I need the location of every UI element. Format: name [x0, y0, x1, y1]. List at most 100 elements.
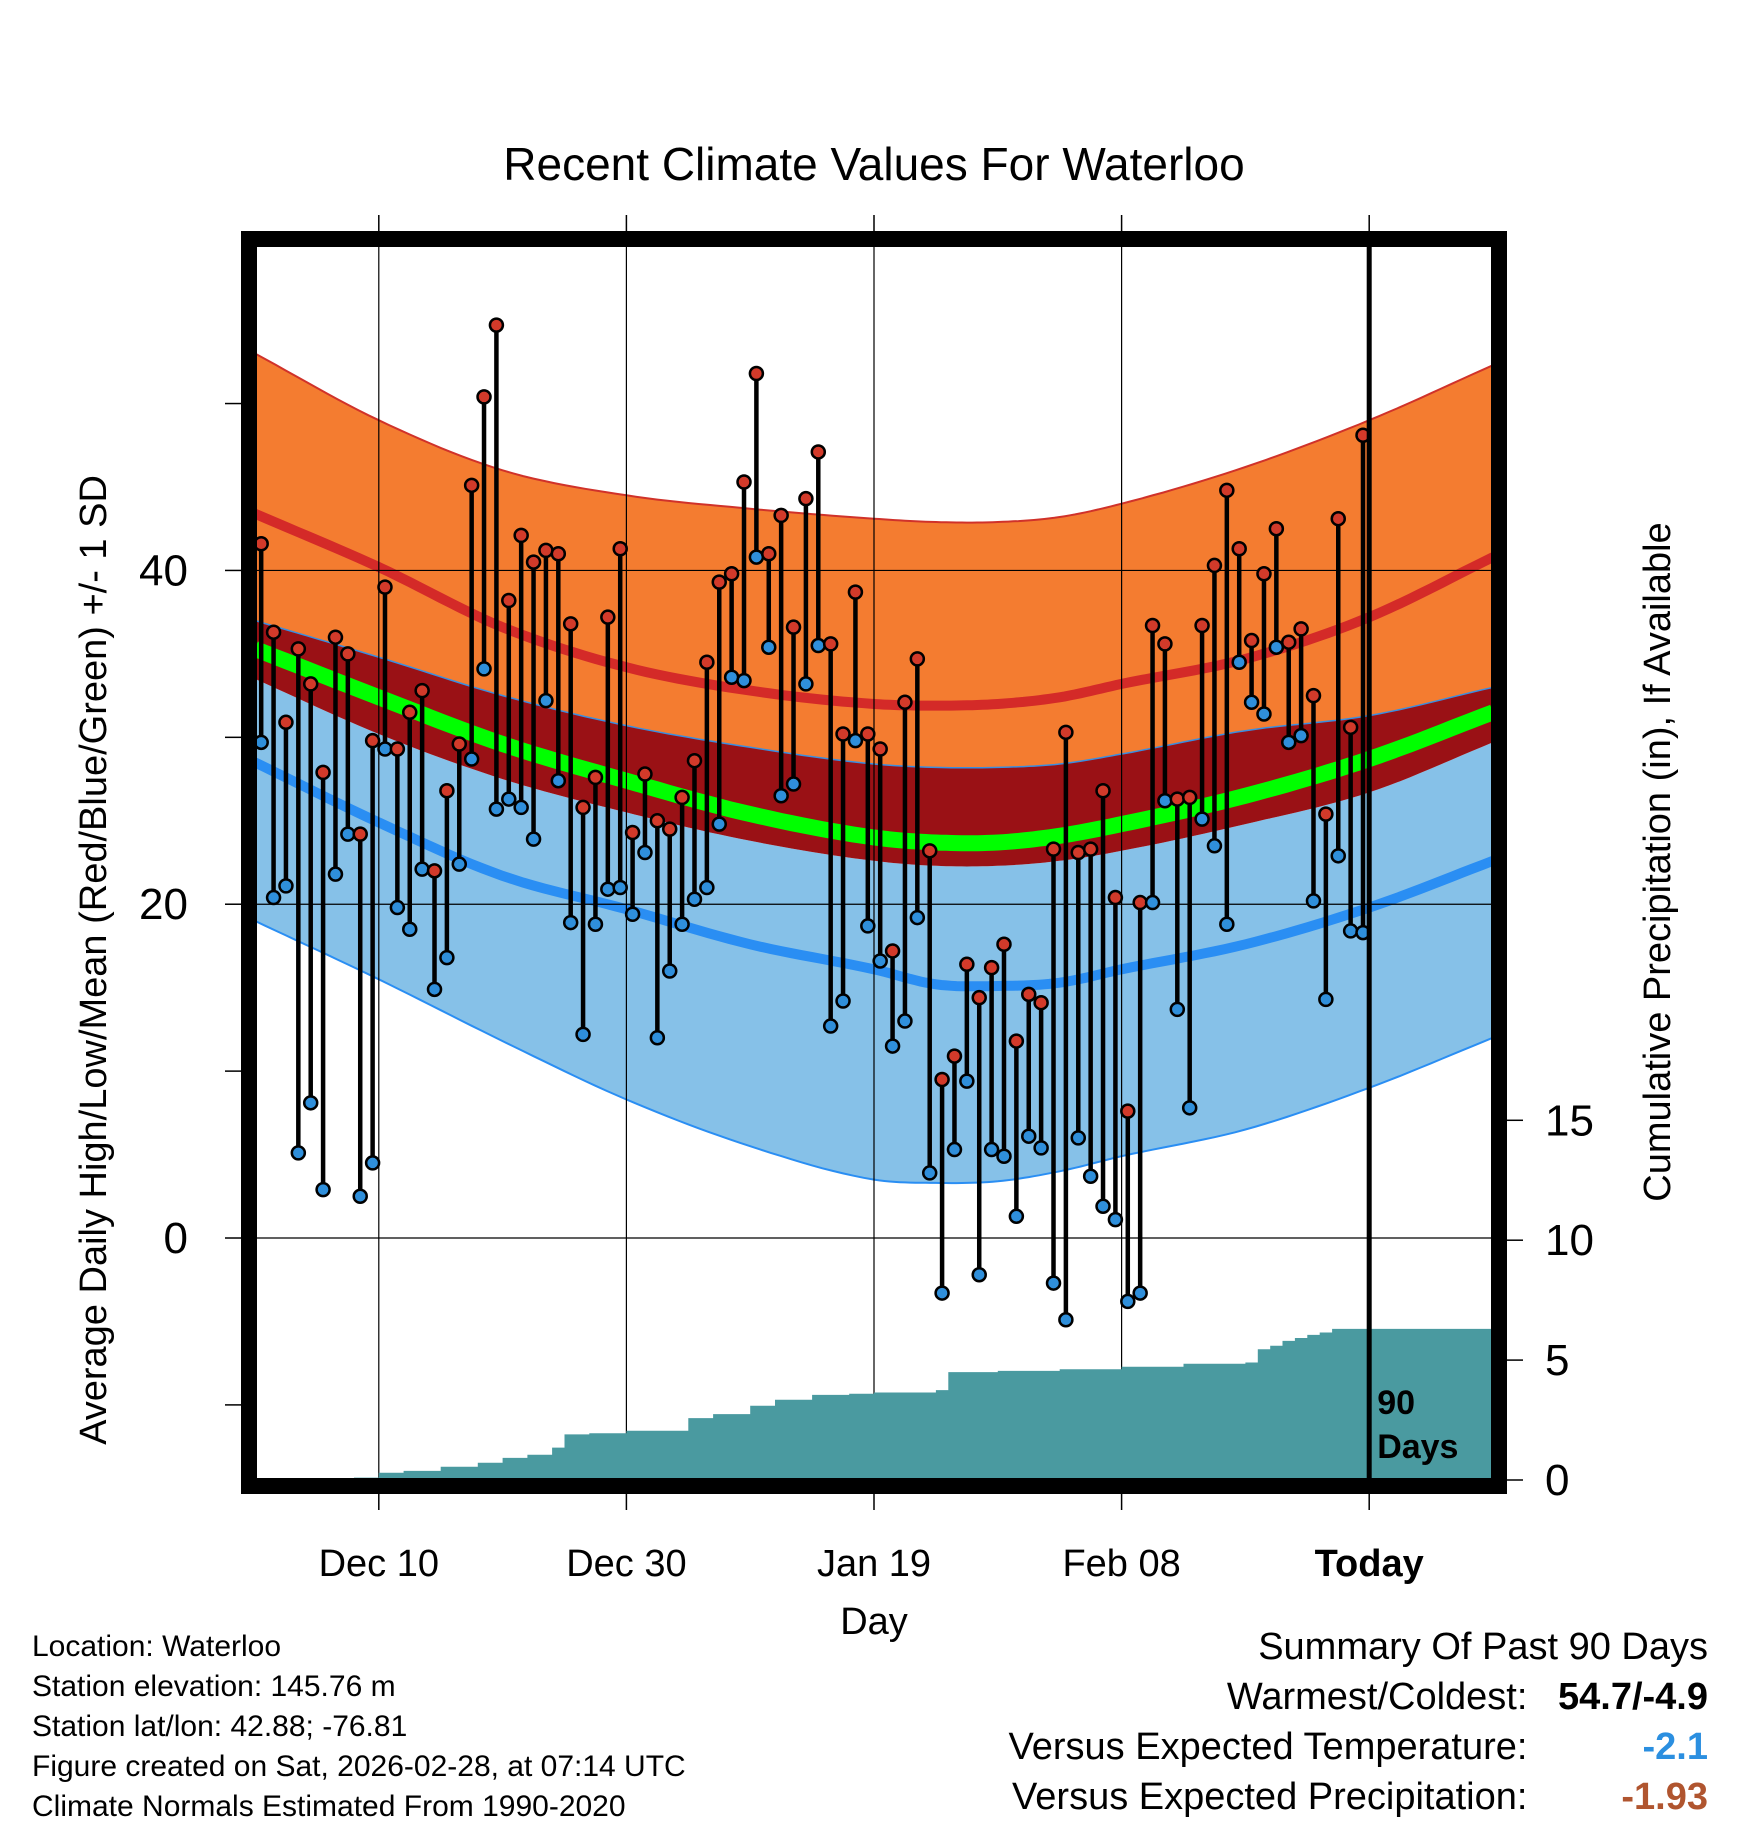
daily-low-point: [255, 734, 269, 751]
daily-low-point: [1021, 1128, 1037, 1144]
daily-high-point: [1318, 806, 1334, 822]
daily-low-point: [822, 1018, 839, 1034]
daily-low-point: [1008, 1208, 1025, 1225]
daily-low-point: [1342, 923, 1359, 939]
warmest-coldest-value: 54.7/-4.9: [1558, 1676, 1708, 1718]
daily-high-point: [1268, 520, 1285, 537]
daily-high-point: [1169, 791, 1186, 807]
y-axis-right-label: Cumulative Precipitation (in), If Availa…: [1637, 522, 1679, 1201]
daily-low-point: [513, 799, 529, 816]
daily-low-point: [364, 1155, 381, 1171]
high-sd-lower-line: [255, 619, 1493, 769]
daily-high-point: [1132, 894, 1148, 911]
daily-high-point: [1305, 687, 1322, 704]
daily-high-point: [1330, 510, 1346, 527]
warmest-coldest-row: Warmest/Coldest: 54.7/-4.9: [1009, 1672, 1708, 1722]
daily-low-point: [1206, 838, 1223, 854]
daily-low-point: [748, 549, 765, 565]
daily-high-point: [1095, 782, 1111, 799]
elevation-text: Station elevation: 145.76 m: [32, 1670, 396, 1703]
daily-low-point: [1280, 734, 1297, 751]
daily-low-point: [1256, 706, 1272, 722]
daily-high-point: [327, 629, 344, 645]
daily-high-point: [773, 507, 789, 524]
daily-high-point: [1243, 632, 1260, 649]
daily-low-point: [525, 831, 542, 847]
daily-high-point: [278, 714, 294, 731]
daily-low-point: [1318, 991, 1334, 1008]
daily-high-point: [971, 989, 987, 1006]
normal-mean-line: [255, 641, 1493, 852]
summary-panel: Summary Of Past 90 Days Warmest/Coldest:…: [1009, 1622, 1708, 1822]
daily-high-point: [736, 474, 752, 490]
daily-high-point: [315, 764, 331, 781]
daily-high-point: [785, 619, 802, 635]
y-tick-label: 40: [139, 546, 188, 595]
daily-low-point: [463, 751, 480, 767]
temp-anomaly-value: -2.1: [1642, 1726, 1708, 1768]
precip-tick-label: 5: [1545, 1336, 1569, 1385]
daily-low-point: [971, 1266, 987, 1283]
daily-high-point: [884, 943, 901, 959]
daily-high-point: [340, 646, 356, 662]
daily-high-point: [587, 769, 604, 786]
daily-high-point: [463, 477, 480, 494]
daily-low-point: [1219, 916, 1235, 932]
daily-low-point: [637, 844, 653, 861]
daily-low-point: [612, 879, 628, 896]
daily-low-point: [1107, 1211, 1124, 1228]
daily-high-point: [1206, 557, 1223, 574]
daily-high-point: [612, 540, 628, 557]
daily-high-point: [723, 566, 740, 582]
daily-high-point: [1008, 1033, 1025, 1049]
daily-high-point: [810, 444, 827, 460]
y-axis-label: Average Daily High/Low/Mean (Red/Blue/Gr…: [73, 475, 115, 1445]
daily-high-point: [352, 826, 368, 842]
daily-high-point: [501, 592, 517, 609]
daily-low-point: [711, 816, 727, 832]
daily-high-point: [389, 741, 406, 757]
daily-high-point: [525, 554, 542, 570]
daily-high-point: [562, 616, 579, 632]
daily-low-point: [265, 889, 282, 906]
daily-low-point: [921, 1165, 938, 1181]
daily-low-point: [810, 637, 827, 654]
x-tick-label: Dec 30: [566, 1543, 686, 1585]
daily-low-point: [315, 1181, 331, 1198]
precip-tick-label: 15: [1545, 1096, 1594, 1145]
daily-high-point: [1280, 634, 1297, 650]
daily-high-point: [860, 726, 876, 742]
daily-low-point: [909, 909, 926, 926]
daily-low-point: [686, 891, 703, 907]
daily-high-point: [1144, 617, 1161, 634]
daily-low-point: [959, 1073, 975, 1089]
daily-high-point: [364, 732, 381, 749]
axes: 0 20 40 0 5 10 15 Dec 10 Dec 30 Jan 19 Feb 08 Today: [139, 215, 1594, 1585]
daily-low-point: [600, 881, 616, 897]
daily-high-point: [290, 641, 307, 657]
daily-low-point: [983, 1141, 1000, 1158]
daily-low-point: [1330, 848, 1346, 864]
precip-anomaly-row: Versus Expected Precipitation: -1.93: [1009, 1772, 1708, 1822]
daily-low-point: [872, 953, 888, 969]
daily-low-point: [1181, 1100, 1198, 1116]
plot-frame: [241, 231, 1507, 1494]
daily-high-point: [1058, 724, 1074, 741]
summary-title: Summary Of Past 90 Days: [1258, 1626, 1708, 1668]
daily-high-point: [748, 365, 765, 382]
daily-low-point: [402, 921, 418, 938]
precip-anomaly-value: -1.93: [1621, 1776, 1708, 1818]
daily-low-point: [1243, 694, 1260, 711]
daily-high-point: [699, 654, 715, 670]
daily-high-point: [798, 490, 814, 507]
daily-low-point: [501, 791, 517, 807]
created-text: Figure created on Sat, 2026-02-28, at 07…: [32, 1750, 686, 1783]
y-tick-label: 0: [164, 1214, 188, 1263]
daily-high-point: [451, 736, 468, 752]
chart-title: Recent Climate Values For Waterloo: [503, 138, 1244, 190]
daily-high-point: [575, 799, 591, 816]
daily-high-point: [674, 789, 690, 806]
daily-high-point: [909, 651, 926, 667]
daily-high-point: [1342, 719, 1359, 736]
normals-text: Climate Normals Estimated From 1990-2020: [32, 1790, 626, 1823]
